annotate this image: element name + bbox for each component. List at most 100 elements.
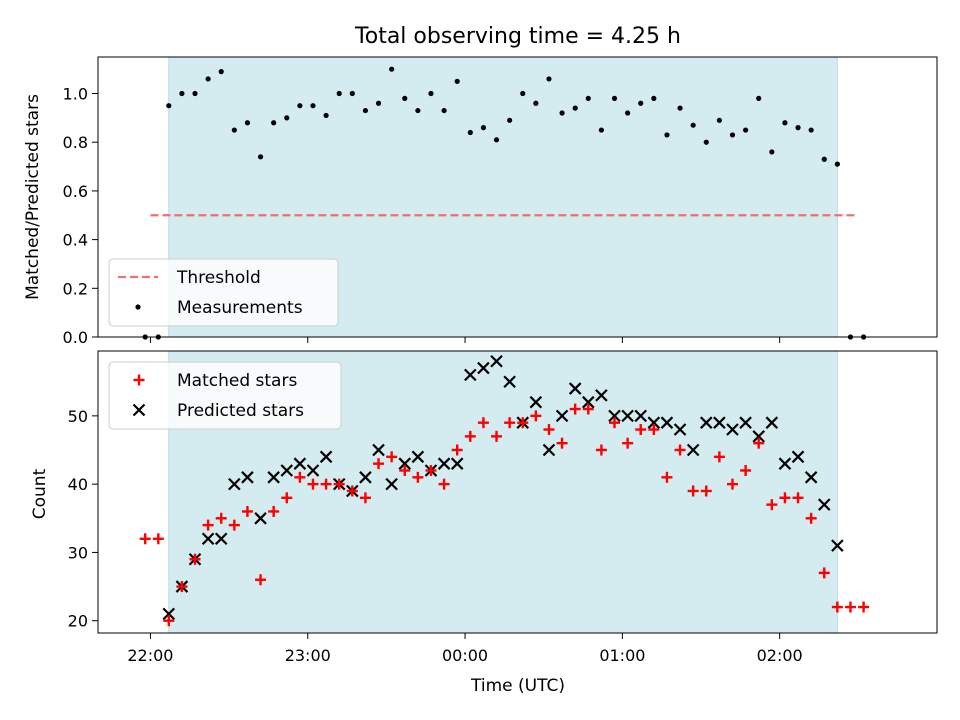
matched-star-point xyxy=(425,464,437,476)
matched-star-point xyxy=(333,478,345,490)
legend-measurement-swatch xyxy=(135,304,141,310)
measurement-point xyxy=(559,110,565,116)
measurement-point xyxy=(310,103,316,109)
measurement-point xyxy=(703,139,709,145)
ratio-panel: Total observing time = 4.25 h 0.00.20.40… xyxy=(23,24,938,347)
predicted-star-point xyxy=(490,354,503,368)
predicted-star-point xyxy=(542,443,556,457)
matched-star-point xyxy=(635,424,647,436)
measurement-point xyxy=(572,105,578,111)
matched-star-point xyxy=(477,417,489,429)
matched-star-point xyxy=(491,430,503,442)
matched-star-point xyxy=(228,519,240,531)
matched-star-point xyxy=(412,471,424,483)
measurement-point xyxy=(729,132,736,138)
predicted-star-point xyxy=(254,512,267,525)
predicted-star-point xyxy=(267,471,280,484)
legend-matched-label: Matched stars xyxy=(177,371,297,391)
matched-star-points xyxy=(139,403,870,627)
measurement-point xyxy=(218,69,224,75)
measurement-point xyxy=(782,120,788,126)
measurement-point xyxy=(690,122,696,128)
predicted-star-points xyxy=(162,354,844,621)
predicted-star-point xyxy=(831,539,844,552)
predicted-star-point xyxy=(739,416,752,429)
matched-star-point xyxy=(241,505,253,517)
measurement-point xyxy=(271,120,277,126)
measurement-point xyxy=(638,100,644,106)
measurement-point xyxy=(480,125,487,131)
measurement-point xyxy=(507,117,513,123)
matched-star-point xyxy=(399,464,411,476)
matched-star-point xyxy=(386,451,398,463)
measurement-point xyxy=(769,149,775,155)
count-panel: 20 30 40 50 22:00 23:00 00:00 01:00 02:00 Count… xyxy=(30,350,938,696)
predicted-star-point xyxy=(778,457,792,470)
predicted-star-point xyxy=(673,423,687,436)
measurement-point xyxy=(585,95,591,101)
measurement-point xyxy=(192,90,198,97)
measurement-point xyxy=(323,112,329,119)
predicted-star-point xyxy=(660,416,674,429)
measurement-point xyxy=(651,95,657,101)
predicted-star-point xyxy=(214,532,228,546)
measurement-point xyxy=(257,154,264,160)
predicted-star-point xyxy=(306,464,320,477)
measurement-point xyxy=(284,115,290,121)
legend-matched-swatch xyxy=(133,374,145,386)
predicted-star-point xyxy=(529,395,543,409)
predicted-star-point xyxy=(450,457,464,470)
predicted-star-point xyxy=(726,423,739,436)
predicted-star-point xyxy=(372,443,385,457)
measurement-point xyxy=(598,127,605,133)
predicted-star-point xyxy=(595,389,608,402)
measurement-point xyxy=(664,132,670,138)
measurement-point xyxy=(743,127,749,133)
measurement-point xyxy=(625,110,631,116)
measurement-point xyxy=(428,90,434,97)
measurement-point xyxy=(231,127,237,133)
count-x-tick-label: 23:00 xyxy=(285,646,331,665)
predicted-star-point xyxy=(437,457,451,470)
measurement-point xyxy=(166,103,172,109)
ratio-legend-box xyxy=(108,258,339,327)
matched-star-point xyxy=(753,437,765,449)
matched-star-point xyxy=(766,499,778,511)
predicted-star-point xyxy=(608,409,621,423)
count-y-tick-label: 30 xyxy=(68,543,88,562)
measurement-point xyxy=(375,100,382,106)
ratio-y-tick-label: 0.4 xyxy=(63,231,88,250)
count-y-tick-label: 50 xyxy=(68,407,88,426)
matched-star-point xyxy=(648,424,660,436)
count-y-label: Count xyxy=(30,468,50,519)
legend-predicted-label: Predicted stars xyxy=(177,401,304,421)
matched-star-point xyxy=(139,533,151,545)
predicted-star-point xyxy=(804,471,818,484)
measurement-point xyxy=(179,90,185,97)
matched-star-point xyxy=(268,505,280,517)
count-x-tick-label: 01:00 xyxy=(599,646,645,665)
matched-star-point xyxy=(202,519,214,531)
legend-x-mark xyxy=(132,403,146,417)
measurement-point xyxy=(362,107,369,114)
measurement-point xyxy=(611,95,618,101)
predicted-star-point xyxy=(752,430,765,443)
measurement-points xyxy=(142,66,867,340)
count-x-tick-label: 22:00 xyxy=(127,646,173,665)
predicted-star-point xyxy=(503,375,516,389)
matched-star-point xyxy=(805,512,817,524)
matched-star-point xyxy=(713,451,725,463)
predicted-star-point xyxy=(464,368,477,382)
matched-star-point xyxy=(582,403,594,415)
matched-star-point xyxy=(294,471,306,483)
measurement-point xyxy=(454,78,460,84)
predicted-star-point xyxy=(621,409,634,423)
measurement-point xyxy=(795,125,801,131)
ratio-y-tick-label: 0.6 xyxy=(63,182,88,201)
matched-star-point xyxy=(844,601,856,613)
matched-star-point xyxy=(373,458,385,470)
matched-star-point xyxy=(189,553,201,565)
ratio-plot-frame xyxy=(97,56,938,338)
predicted-star-point xyxy=(477,361,490,375)
count-x-tick-label: 02:00 xyxy=(757,646,803,665)
